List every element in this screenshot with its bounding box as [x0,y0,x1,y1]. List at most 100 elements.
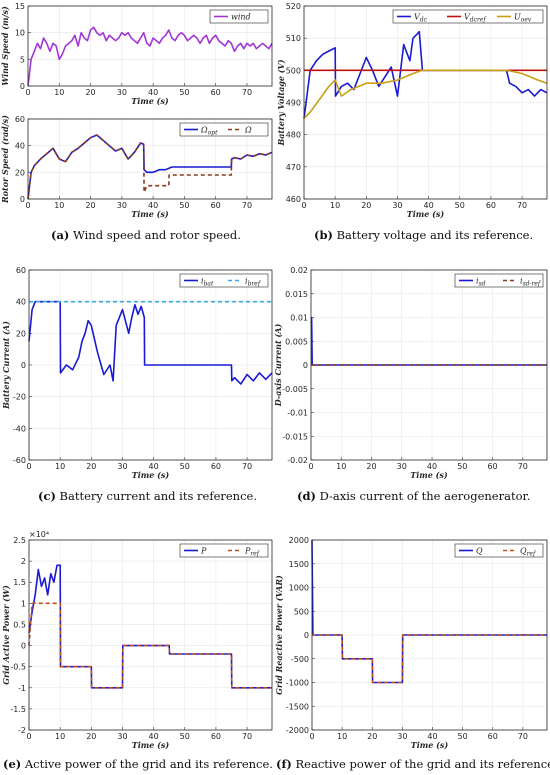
y-axis-label: D-axis Current (A) [273,324,283,408]
caption-c: (c) Battery current and its reference. [38,489,257,503]
y-tick-label: -0.02 [287,456,308,465]
series-line-1 [28,602,272,689]
plot-frame [310,269,548,461]
y-tick-label: 2000 [289,536,309,545]
x-tick-label: 10 [54,88,64,97]
x-tick-label: 20 [86,462,96,471]
x-tick-label: 10 [55,462,65,471]
y-tick-label: -0.005 [282,385,308,394]
y-tick-label: 2.5 [13,536,26,545]
legend-box [179,122,269,137]
series-line-1 [312,634,547,684]
x-tick-label: 0 [26,732,31,741]
legend-box [179,543,269,558]
y-tick-label: 510 [286,34,301,43]
legend-label: Ωopt [200,126,218,137]
x-tick-label: 70 [242,88,252,97]
y-tick-label: 0 [20,82,25,91]
x-tick-label: 0 [309,732,314,741]
caption-b: (b) Battery voltage and its reference. [314,228,534,242]
y-tick-label: 460 [286,195,301,204]
x-tick-label: 40 [427,732,437,741]
x-tick-label: 70 [518,462,528,471]
y-tick-label: -0.5 [10,663,26,672]
x-tick-label: 0 [25,201,30,210]
y-tick-label: 60 [15,115,25,124]
y-axis-label: Grid Active Power (W) [1,585,11,685]
x-tick-label: 60 [211,462,221,471]
y-tick-label: -1500 [286,702,309,711]
plot-frame [303,5,548,200]
y-tick-label: -0.01 [287,409,308,418]
plot-frame [27,118,273,200]
y-tick-label: 0 [21,642,26,651]
y-tick-label: 5 [20,55,25,64]
plot-frame [27,5,273,87]
plot-area [29,540,272,730]
legend: Q Qref [454,543,544,558]
x-tick-label: 0 [25,88,30,97]
y-tick-label: -1 [18,684,26,693]
y-tick-label: 1500 [289,560,309,569]
legend-box [179,273,269,288]
legend-box [392,9,544,24]
legend-label: ibat [201,277,214,288]
legend: wind [209,9,269,24]
x-tick-label: 40 [427,462,437,471]
x-tick-label: 70 [517,201,527,210]
chart-a2: 0 10 20 30 40 50 60 70 0 20 40 60 Time (s) Rotor Spee… [0,115,273,219]
y-tick-label: 0 [304,631,309,640]
y-axis-label: Grid Reactive Power (VAR) [274,575,284,695]
plot-frame [28,269,273,461]
y-tick-label: -0.015 [282,432,308,441]
x-tick-label: 20 [367,732,377,741]
y-tick-label: 40 [15,142,25,151]
y-tick-label: 0.01 [290,314,308,323]
y-tick-label: 0.5 [13,620,26,629]
x-tick-label: 20 [366,462,376,471]
legend: P Pref [179,543,269,558]
x-tick-label: 70 [242,462,252,471]
series-line-0 [27,26,273,87]
series-line-2 [303,69,548,120]
legend-label: wind [231,13,251,22]
x-tick-label: 50 [179,201,189,210]
legend-label: Pref [244,547,261,558]
y-tick-label: 15 [15,2,25,11]
chart-d: 0 10 20 30 40 50 60 70 -0.02 -0.015 -0.01 -0.005 0 0.… [273,266,548,480]
plot-frame [28,539,273,731]
y-axis-label: Rotor Speed (rad/s) [0,115,10,204]
caption-f: (f) Reactive power of the grid and its r… [276,757,550,771]
x-tick-label: 50 [457,462,467,471]
legend-label: ibref [245,277,262,288]
x-axis-label: Time (s) [410,470,448,480]
legend: ibat ibref [179,273,269,288]
legend-label: Qref [520,547,537,558]
series-line-1 [27,134,273,200]
y-tick-label: -40 [13,424,26,433]
legend-label: Vdcref [464,13,487,24]
legend-box [209,9,269,24]
x-tick-label: 70 [518,732,528,741]
y-tick-label: 20 [16,329,26,338]
legend: Ωopt Ω [179,122,269,137]
x-tick-label: 60 [488,732,498,741]
y-tick-label: 20 [15,168,25,177]
x-tick-label: 20 [85,201,95,210]
y-tick-label: 2 [21,557,26,566]
x-tick-label: 50 [180,732,190,741]
x-tick-label: 0 [301,201,306,210]
chart-e: 0 10 20 30 40 50 60 70 -2 -1.5 -1 -0.5 0 0.5 1 1.5 2 2.5×… [1,530,273,750]
x-tick-label: 50 [179,88,189,97]
legend-label: Q [476,547,483,556]
y-tick-label: -2 [18,726,26,735]
chart-b: 0 10 20 30 40 50 60 70 460 470 480 490 500 510 520 Time… [276,2,548,219]
x-tick-label: 30 [397,462,407,471]
legend: isd isd-ref [454,273,544,288]
y-tick-label: 1 [21,599,26,608]
x-tick-label: 30 [117,201,127,210]
y-tick-label: 1000 [289,584,309,593]
y-tick-label: 520 [286,2,301,11]
y-tick-label: 0 [303,361,308,370]
